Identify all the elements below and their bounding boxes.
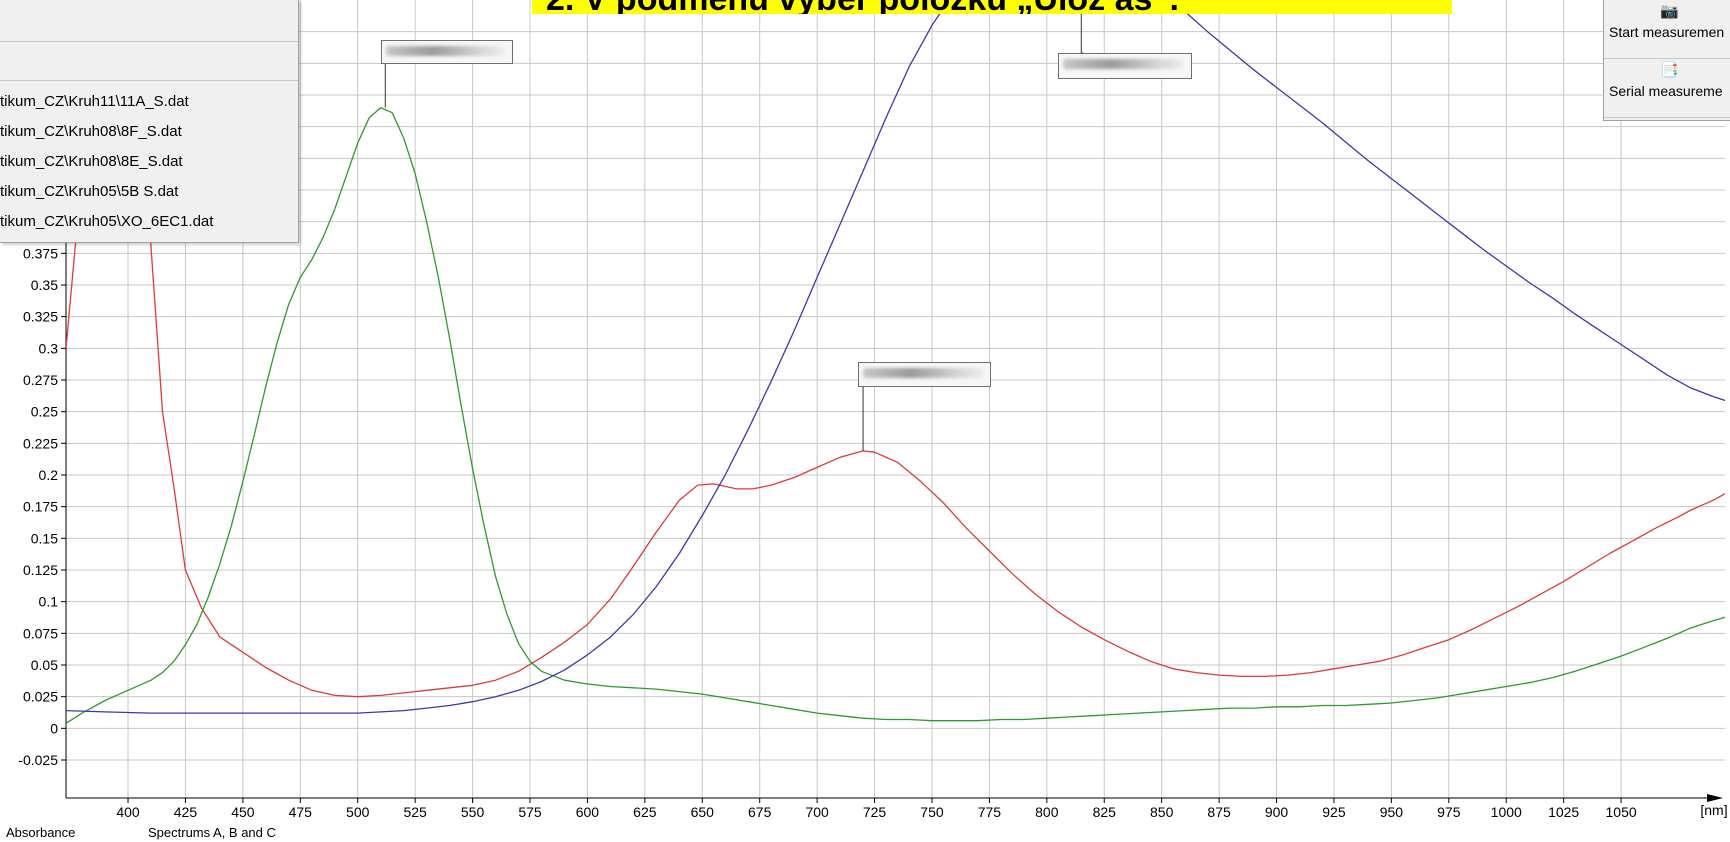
camera-icon: 📷 xyxy=(1660,3,1679,20)
start-measurement-button[interactable]: 📷 Start measuremen xyxy=(1604,0,1730,59)
x-tick-label: 850 xyxy=(1150,804,1174,820)
x-tick-label: 500 xyxy=(346,804,370,820)
x-tick-label: 1050 xyxy=(1606,804,1637,820)
y-tick-label: 0.15 xyxy=(31,530,58,546)
recent-file-item[interactable]: tikum_CZ\Kruh08\8E_S.dat xyxy=(0,153,183,170)
x-tick-label: 450 xyxy=(231,804,255,820)
x-tick-label: 400 xyxy=(116,804,140,820)
y-tick-label: 0 xyxy=(50,720,58,736)
grid xyxy=(66,0,1725,798)
y-tick-label: 0.375 xyxy=(23,245,58,261)
recent-file-item[interactable]: tikum_CZ\Kruh05\XO_6EC1.dat xyxy=(0,213,214,230)
menu-row-blank[interactable] xyxy=(0,0,298,42)
series-line xyxy=(66,0,1725,714)
peak-callout-green xyxy=(381,40,513,64)
y-tick-label: -0.025 xyxy=(18,752,58,768)
x-unit-label: [nm] xyxy=(1700,802,1727,818)
x-tick-label: 475 xyxy=(289,804,313,820)
x-tick-label: 700 xyxy=(805,804,829,820)
y-tick-label: 0.05 xyxy=(31,657,58,673)
x-tick-label: 875 xyxy=(1207,804,1231,820)
y-tick-label: 0.075 xyxy=(23,625,58,641)
x-tick-label: 550 xyxy=(461,804,485,820)
y-tick-label: 0.1 xyxy=(39,594,59,610)
serial-measurement-label: Serial measureme xyxy=(1609,83,1723,99)
x-tick-label: 975 xyxy=(1437,804,1461,820)
x-tick-label: 625 xyxy=(633,804,657,820)
y-tick-label: 0.325 xyxy=(23,309,58,325)
x-tick-label: 925 xyxy=(1322,804,1346,820)
x-tick-label: 600 xyxy=(576,804,600,820)
x-tick-label: 650 xyxy=(691,804,715,820)
peak-callout-blue xyxy=(1058,53,1192,79)
y-tick-label: 0.125 xyxy=(23,562,58,578)
x-tick-label: 750 xyxy=(920,804,944,820)
x-tick-label: 950 xyxy=(1380,804,1404,820)
recent-files-menu[interactable]: tikum_CZ\Kruh11\11A_S.dat tikum_CZ\Kruh0… xyxy=(0,0,299,243)
recent-file-item[interactable]: tikum_CZ\Kruh08\8F_S.dat xyxy=(0,123,182,140)
recent-file-item[interactable]: tikum_CZ\Kruh11\11A_S.dat xyxy=(0,93,189,110)
x-tick-label: 675 xyxy=(748,804,772,820)
y-tick-label: 0.225 xyxy=(23,435,58,451)
y-tick-label: 0.2 xyxy=(39,467,59,483)
x-tick-label: 525 xyxy=(403,804,427,820)
x-tick-label: 425 xyxy=(174,804,198,820)
x-tick-label: 575 xyxy=(518,804,542,820)
y-tick-label: 0.275 xyxy=(23,372,58,388)
y-tick-label: 0.175 xyxy=(23,499,58,515)
serial-measurement-button[interactable]: 📑 Serial measureme xyxy=(1604,59,1730,118)
x-tick-label: 1000 xyxy=(1491,804,1522,820)
x-axis-arrow xyxy=(1707,794,1723,802)
start-measurement-label: Start measuremen xyxy=(1609,24,1725,40)
y-tick-label: 0.025 xyxy=(23,689,58,705)
instruction-banner: 2. V podmenu vyber položku „Ulož as“. xyxy=(532,0,1452,14)
axes: 400 425 450 475 500 525 550 575 600 625 650 675 700 7… xyxy=(18,0,1728,820)
y-tick-label: 0.25 xyxy=(31,404,58,420)
y-axis-title: Absorbance xyxy=(6,825,76,840)
documents-icon: 📑 xyxy=(1660,62,1679,79)
measurement-toolbar: 📷 Start measuremen 📑 Serial measureme xyxy=(1603,0,1730,121)
instruction-banner-text: 2. V podmenu vyber položku „Ulož as“. xyxy=(546,0,1179,14)
x-tick-label: 775 xyxy=(978,804,1002,820)
series-line xyxy=(66,0,1725,698)
x-tick-label: 825 xyxy=(1093,804,1117,820)
menu-row-blank[interactable] xyxy=(0,42,298,81)
x-tick-label: 800 xyxy=(1035,804,1059,820)
chart-title: Spectrums A, B and C xyxy=(148,825,276,840)
recent-files-list: tikum_CZ\Kruh11\11A_S.dat tikum_CZ\Kruh0… xyxy=(0,81,298,237)
x-tick-label: 900 xyxy=(1265,804,1289,820)
recent-file-item[interactable]: tikum_CZ\Kruh05\5B S.dat xyxy=(0,183,179,200)
y-tick-label: 0.3 xyxy=(39,340,59,356)
series-line xyxy=(66,107,1725,724)
peak-callout-red xyxy=(858,362,991,387)
series-group xyxy=(66,0,1725,724)
x-tick-label: 725 xyxy=(863,804,887,820)
y-tick-label: 0.35 xyxy=(31,277,58,293)
x-tick-label: 1025 xyxy=(1548,804,1579,820)
